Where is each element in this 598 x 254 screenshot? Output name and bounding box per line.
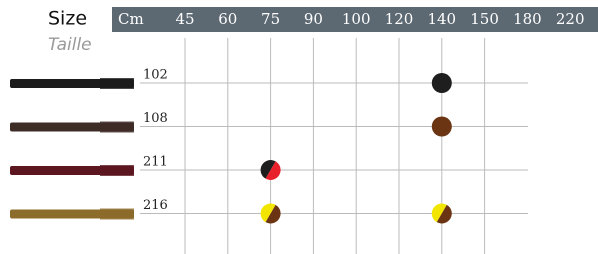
column-label: 75 bbox=[261, 10, 280, 28]
column-label: 140 bbox=[427, 10, 456, 28]
lace-tip bbox=[100, 165, 134, 176]
lace-tip bbox=[100, 78, 134, 89]
column-label: 220 bbox=[556, 10, 585, 28]
size-chart: Size Taille Cm 45 60 75 90 100 120 140 150 180 22… bbox=[0, 0, 598, 254]
row-code: 216 bbox=[143, 198, 168, 213]
column-label: 150 bbox=[470, 10, 499, 28]
row-code: 211 bbox=[143, 155, 168, 170]
column-label: 120 bbox=[385, 10, 414, 28]
availability-dot bbox=[432, 73, 452, 93]
column-label: 90 bbox=[304, 10, 323, 28]
lace-tip bbox=[100, 209, 134, 220]
row-code: 102 bbox=[143, 68, 168, 83]
title: Size bbox=[48, 8, 87, 30]
unit-label: Cm bbox=[118, 10, 144, 28]
column-label: 180 bbox=[513, 10, 542, 28]
column-label: 45 bbox=[175, 10, 194, 28]
row-code: 108 bbox=[143, 111, 168, 126]
column-label: 100 bbox=[342, 10, 371, 28]
availability-dot bbox=[432, 117, 452, 137]
lace-tip bbox=[100, 122, 134, 133]
column-label: 60 bbox=[218, 10, 237, 28]
subtitle: Taille bbox=[48, 35, 92, 55]
